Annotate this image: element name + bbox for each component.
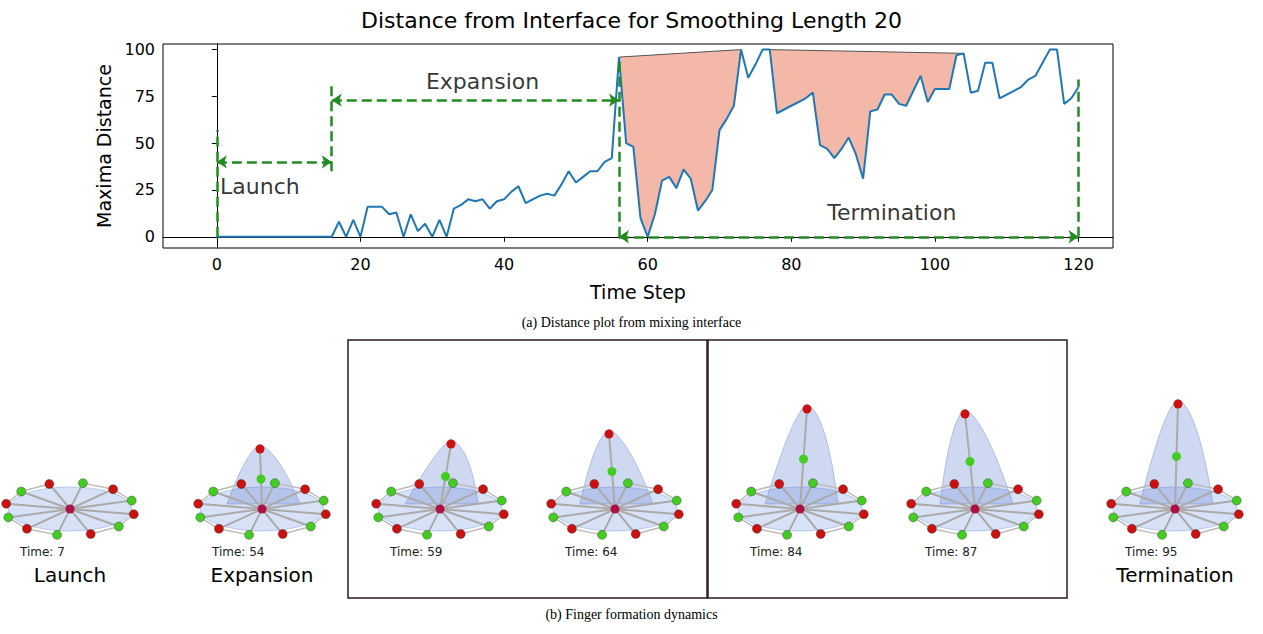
svg-text:Time: 54: Time: 54 [211,545,265,559]
svg-text:Expansion: Expansion [211,563,314,587]
svg-text:0: 0 [212,255,222,274]
svg-text:Expansion: Expansion [426,69,539,94]
svg-text:60: 60 [638,255,658,274]
svg-text:Termination: Termination [1115,563,1233,587]
svg-text:Launch: Launch [220,174,300,199]
svg-text:Time: 84: Time: 84 [749,545,803,559]
svg-text:Time: 95: Time: 95 [1124,545,1178,559]
svg-text:Launch: Launch [34,563,106,587]
html-text:(a) Distance plot from mixing: (a) Distance plot from mixing interface [521,315,742,330]
svg-text:Time: 7: Time: 7 [19,545,65,559]
svg-text:Distance from Interface for Sm: Distance from Interface for Smoothing Le… [361,8,902,33]
svg-text:120: 120 [1063,255,1094,274]
svg-text:20: 20 [350,255,370,274]
svg-text:Time Step: Time Step [589,281,686,303]
svg-text:Termination: Termination [826,200,956,225]
svg-text:100: 100 [124,40,155,59]
svg-text:Maxima Distance: Maxima Distance [93,64,115,228]
svg-text:50: 50 [135,134,155,153]
svg-text:80: 80 [781,255,801,274]
html-text:(b) Finger formation dynamics: (b) Finger formation dynamics [545,607,718,622]
svg-text:0: 0 [145,227,155,246]
svg-text:25: 25 [135,180,155,199]
svg-text:Time: 64: Time: 64 [564,545,618,559]
svg-text:Time: 87: Time: 87 [924,545,978,559]
svg-text:100: 100 [920,255,951,274]
svg-text:Time: 59: Time: 59 [389,545,443,559]
svg-text:40: 40 [494,255,514,274]
svg-text:75: 75 [135,87,155,106]
